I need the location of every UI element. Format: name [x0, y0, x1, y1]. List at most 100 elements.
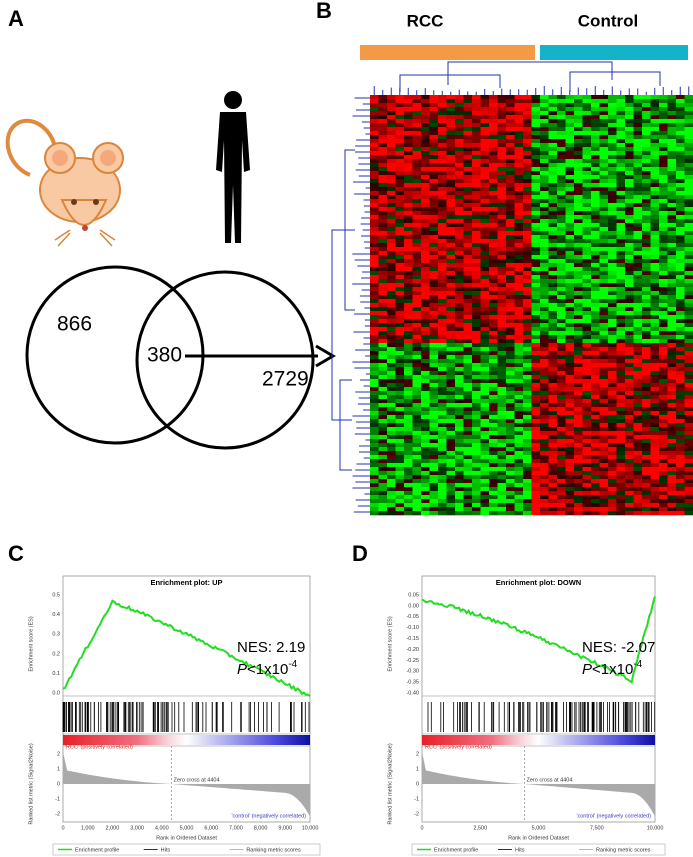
- heatmap-cell: [464, 375, 473, 379]
- heatmap-cell: [557, 255, 566, 259]
- heatmap-cell: [659, 479, 668, 483]
- p-symbol: P: [237, 661, 247, 678]
- heatmap-cell: [421, 439, 430, 443]
- heatmap-cell: [506, 143, 515, 147]
- heatmap-cell: [404, 395, 413, 399]
- heatmap-cell: [685, 147, 693, 151]
- heatmap-cell: [676, 111, 685, 115]
- heatmap-cell: [617, 151, 626, 155]
- heatmap-cell: [464, 335, 473, 339]
- heatmap-cell: [413, 491, 422, 495]
- heatmap-cell: [617, 191, 626, 195]
- heatmap-cell: [481, 311, 490, 315]
- heatmap-cell: [396, 263, 405, 267]
- heatmap-cell: [506, 391, 515, 395]
- heatmap-cell: [472, 491, 481, 495]
- heatmap-cell: [421, 243, 430, 247]
- heatmap-cell: [566, 103, 575, 107]
- heatmap-cell: [387, 183, 396, 187]
- heatmap-cell: [642, 487, 651, 491]
- heatmap-cell: [523, 147, 532, 151]
- heatmap-cell: [668, 187, 677, 191]
- heatmap-cell: [540, 375, 549, 379]
- heatmap-cell: [668, 331, 677, 335]
- heatmap-cell: [481, 323, 490, 327]
- heatmap-cell: [404, 491, 413, 495]
- heatmap-cell: [455, 267, 464, 271]
- heatmap-cell: [659, 351, 668, 355]
- heatmap-cell: [430, 419, 439, 423]
- heatmap-cell: [566, 143, 575, 147]
- heatmap-cell: [625, 271, 634, 275]
- heatmap-cell: [481, 479, 490, 483]
- heatmap-cell: [421, 267, 430, 271]
- heatmap-cell: [396, 187, 405, 191]
- heatmap-cell: [634, 367, 643, 371]
- heatmap-cell: [413, 267, 422, 271]
- heatmap-cell: [370, 167, 379, 171]
- heatmap-cell: [540, 187, 549, 191]
- heatmap-cell: [549, 463, 558, 467]
- heatmap-cell: [481, 443, 490, 447]
- heatmap-cell: [387, 211, 396, 215]
- heatmap-cell: [438, 471, 447, 475]
- heatmap-cell: [515, 287, 524, 291]
- heatmap-cell: [447, 155, 456, 159]
- heatmap-cell: [668, 115, 677, 119]
- heatmap-cell: [659, 303, 668, 307]
- heatmap-cell: [396, 247, 405, 251]
- heatmap-cell: [651, 295, 660, 299]
- heatmap-cell: [574, 403, 583, 407]
- heatmap-cell: [489, 227, 498, 231]
- heatmap-cell: [515, 163, 524, 167]
- heatmap-cell: [625, 111, 634, 115]
- heatmap-cell: [625, 407, 634, 411]
- heatmap-cell: [379, 467, 388, 471]
- heatmap-cell: [642, 507, 651, 511]
- heatmap-cell: [438, 195, 447, 199]
- heatmap-cell: [625, 455, 634, 459]
- heatmap-cell: [421, 335, 430, 339]
- heatmap-cell: [659, 355, 668, 359]
- heatmap-cell: [489, 427, 498, 431]
- heatmap-cell: [574, 279, 583, 283]
- plot-title: Enrichment plot: DOWN: [496, 578, 581, 587]
- heatmap-cell: [642, 211, 651, 215]
- heatmap-cell: [413, 483, 422, 487]
- heatmap-cell: [370, 343, 379, 347]
- heatmap-cell: [489, 307, 498, 311]
- heatmap-cell: [608, 215, 617, 219]
- heatmap-cell: [481, 147, 490, 151]
- heatmap-cell: [642, 315, 651, 319]
- heatmap-cell: [625, 379, 634, 383]
- y-tick-label: -0.20: [406, 647, 419, 653]
- heatmap-cell: [625, 471, 634, 475]
- heatmap-cell: [608, 463, 617, 467]
- heatmap-cell: [447, 423, 456, 427]
- heatmap-cell: [574, 247, 583, 251]
- heatmap-cell: [438, 487, 447, 491]
- heatmap-cell: [413, 359, 422, 363]
- heatmap-cell: [600, 395, 609, 399]
- heatmap-cell: [651, 335, 660, 339]
- heatmap-cell: [642, 119, 651, 123]
- heatmap-cell: [498, 103, 507, 107]
- heatmap-cell: [387, 107, 396, 111]
- heatmap-cell: [617, 495, 626, 499]
- heatmap-cell: [515, 147, 524, 151]
- heatmap-cell: [523, 319, 532, 323]
- heatmap-cell: [617, 127, 626, 131]
- heatmap-cell: [481, 471, 490, 475]
- heatmap-cell: [608, 115, 617, 119]
- heatmap-cell: [472, 167, 481, 171]
- heatmap-cell: [591, 439, 600, 443]
- heatmap-cell: [481, 163, 490, 167]
- heatmap-cell: [396, 307, 405, 311]
- heatmap-cell: [404, 171, 413, 175]
- heatmap-cell: [447, 311, 456, 315]
- heatmap-cell: [608, 119, 617, 123]
- heatmap-cell: [540, 479, 549, 483]
- heatmap-cell: [583, 175, 592, 179]
- heatmap-cell: [600, 179, 609, 183]
- heatmap-cell: [438, 355, 447, 359]
